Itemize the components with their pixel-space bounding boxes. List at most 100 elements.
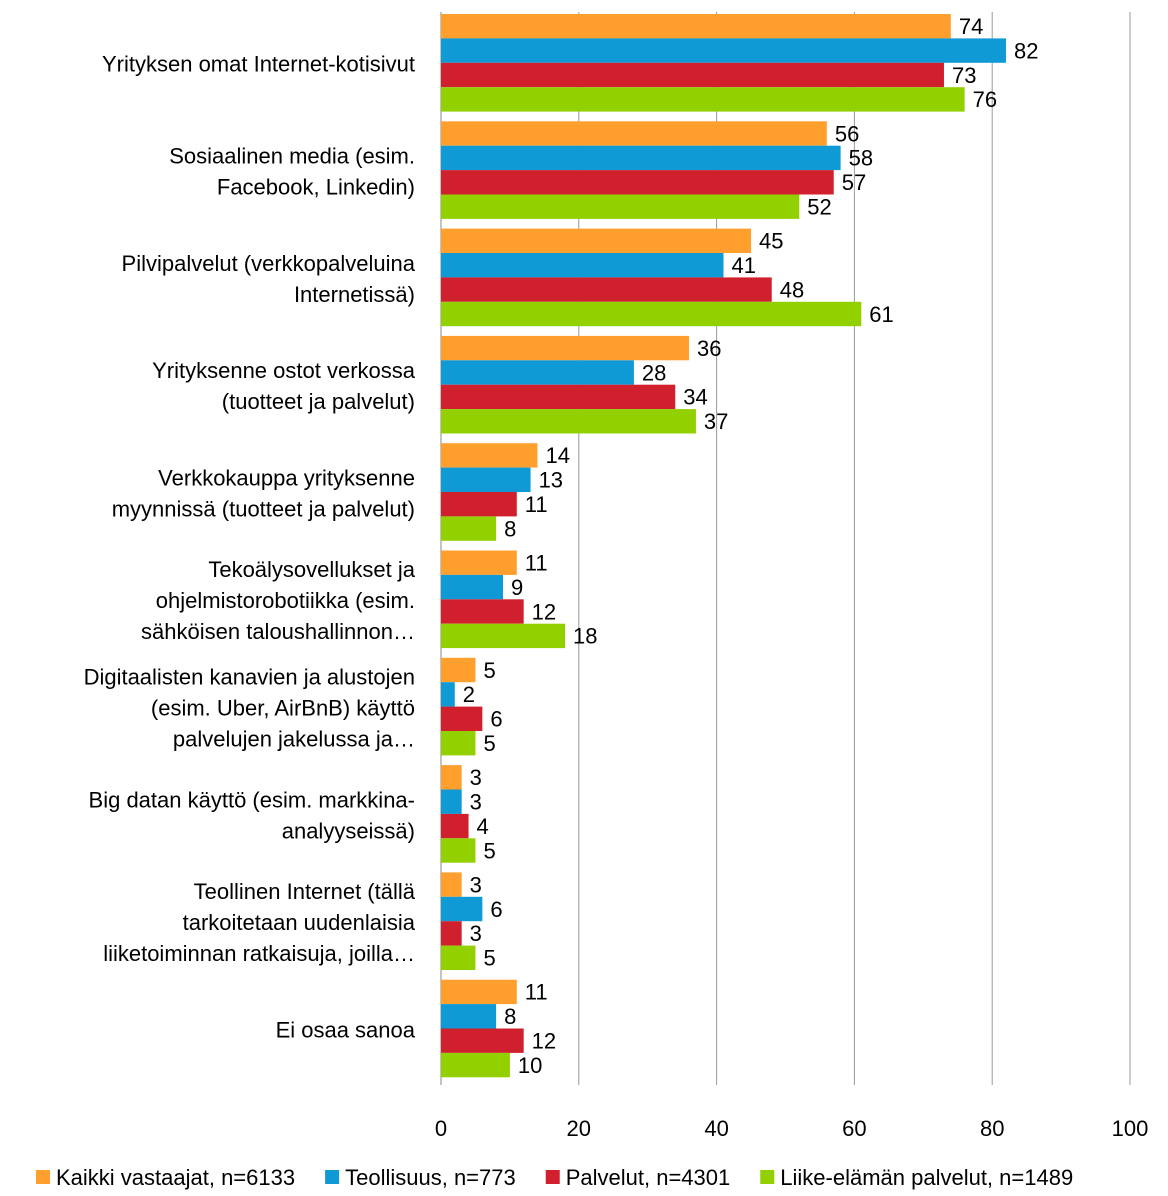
- category-label: Sosiaalinen media (esim. Facebook, Linked…: [169, 143, 415, 199]
- category-label-line: Yrityksen omat Internet-kotisivut: [102, 51, 415, 76]
- bar: [441, 731, 476, 756]
- data-label: 37: [704, 409, 728, 434]
- category-label-line: sähköisen taloushallinnon…: [141, 619, 415, 644]
- bar: [441, 145, 841, 171]
- data-label: 74: [959, 14, 983, 39]
- data-label: 73: [952, 63, 976, 88]
- category-label-line: (tuotteet ja palvelut): [222, 389, 415, 414]
- data-label: 8: [504, 1004, 516, 1029]
- category-label: Yrityksen omat Internet-kotisivut: [102, 51, 415, 76]
- bar: [441, 550, 517, 575]
- bar: [441, 492, 517, 517]
- data-label: 13: [539, 468, 563, 493]
- bar: [441, 945, 476, 970]
- bar: [441, 789, 462, 814]
- data-label: 11: [525, 980, 548, 1005]
- data-label: 5: [483, 946, 495, 971]
- category-label: Tekoälysovellukset ja ohjelmistorobotiikk…: [141, 557, 416, 644]
- data-label: 5: [483, 731, 495, 756]
- data-label: 58: [849, 146, 873, 171]
- category-label: Teollinen Internet (tällä tarkoitetaan uu…: [103, 879, 416, 966]
- legend-label: Teollisuus, n=773: [345, 1165, 516, 1190]
- data-label: 3: [470, 872, 482, 897]
- category-label: Big datan käyttö (esim. markkina-analyys…: [89, 787, 415, 843]
- data-label: 18: [573, 624, 597, 649]
- bar: [441, 921, 462, 946]
- data-label: 11: [525, 551, 548, 576]
- data-label: 10: [518, 1053, 542, 1078]
- category-label-line: tarkoitetaan uudenlaisia: [183, 910, 416, 935]
- category-label: Verkkokauppa yrityksenne myynnissä (tuott…: [112, 465, 415, 521]
- legend-label: Kaikki vastaajat, n=6133: [56, 1165, 295, 1190]
- category-label-line: palvelujen jakelussa ja…: [173, 726, 415, 751]
- category-label-line: Big datan käyttö (esim. markkina-: [89, 787, 415, 812]
- bar: [441, 301, 862, 327]
- data-label: 11: [525, 492, 548, 517]
- data-label: 3: [470, 765, 482, 790]
- data-label: 28: [642, 360, 666, 385]
- data-label: 57: [842, 170, 866, 195]
- category-label: Digitaalisten kanavien ja alustojen (esim…: [84, 664, 415, 751]
- x-tick-label: 40: [704, 1116, 728, 1141]
- data-label: 12: [532, 1029, 556, 1054]
- bar: [441, 335, 690, 361]
- category-label-line: analyyseissä): [282, 818, 415, 843]
- data-label: 76: [973, 87, 997, 112]
- data-label: 5: [483, 838, 495, 863]
- bar: [441, 121, 827, 146]
- category-label-line: Pilvipalvelut (verkkopalveluina: [122, 251, 416, 276]
- bar: [441, 170, 834, 195]
- bar: [441, 872, 462, 897]
- bar: [441, 194, 800, 219]
- bar: [441, 409, 696, 434]
- data-label: 9: [511, 575, 523, 600]
- category-label-line: Teollinen Internet (tällä: [194, 879, 416, 904]
- legend-swatch: [760, 1170, 775, 1184]
- data-label: 2: [463, 682, 475, 707]
- x-tick-label: 60: [842, 1116, 866, 1141]
- category-label-line: Tekoälysovellukset ja: [208, 557, 415, 582]
- category-label-line: myynnissä (tuotteet ja palvelut): [112, 496, 415, 521]
- data-label: 82: [1014, 38, 1038, 63]
- data-label: 36: [697, 336, 721, 361]
- bar: [441, 682, 455, 707]
- data-label: 52: [807, 195, 831, 220]
- category-label-line: Yrityksenne ostot verkossa: [152, 358, 416, 383]
- category-label-line: Verkkokauppa yrityksenne: [158, 465, 415, 490]
- bar: [441, 623, 566, 649]
- data-label: 3: [470, 921, 482, 946]
- bar: [441, 813, 469, 839]
- bar: [441, 838, 476, 863]
- data-label: 5: [483, 658, 495, 683]
- category-label-line: liiketoiminnan ratkaisuja, joilla…: [103, 941, 415, 966]
- bar: [441, 62, 944, 88]
- bar: [441, 384, 676, 410]
- bar: [441, 765, 462, 790]
- category-label-line: Ei osaa sanoa: [276, 1017, 416, 1042]
- bar: [441, 467, 531, 492]
- bar: [441, 896, 483, 922]
- data-label: 41: [731, 253, 755, 278]
- category-label-line: (esim. Uber, AirBnB) käyttö: [151, 695, 415, 720]
- data-label: 48: [780, 277, 804, 302]
- bar: [441, 1004, 497, 1029]
- bar: [441, 706, 483, 731]
- data-label: 12: [532, 599, 556, 624]
- bar: [441, 979, 517, 1005]
- bar: [441, 443, 538, 468]
- bar: [441, 516, 497, 541]
- category-label-line: Facebook, Linkedin): [217, 174, 415, 199]
- bar: [441, 360, 634, 385]
- bar: [441, 1052, 510, 1078]
- data-label: 4: [477, 814, 489, 839]
- legend-swatch: [545, 1170, 560, 1184]
- category-label-line: Internetissä): [294, 282, 415, 307]
- x-tick-label: 100: [1112, 1116, 1149, 1141]
- data-label: 3: [470, 790, 482, 815]
- legend-label: Palvelut, n=4301: [566, 1165, 731, 1190]
- bar: [441, 14, 951, 39]
- x-tick-label: 80: [980, 1116, 1004, 1141]
- data-label: 45: [759, 229, 783, 254]
- bar: [441, 1028, 524, 1053]
